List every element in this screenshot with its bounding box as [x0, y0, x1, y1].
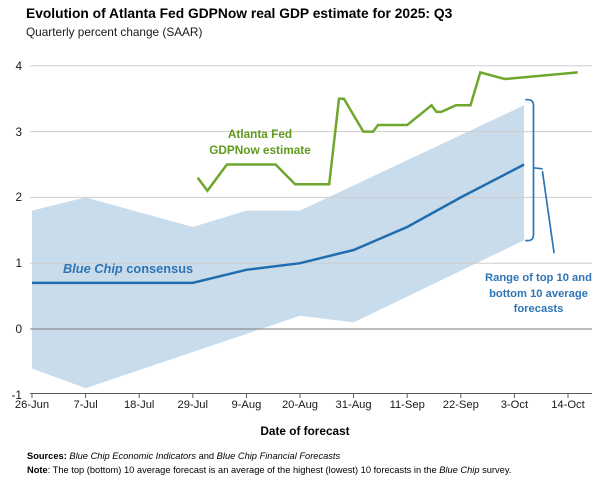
text-segment: : The top (bottom) 10 average forecast i…: [47, 464, 440, 475]
text-segment: Note: [27, 464, 48, 475]
y-tick-label: 1: [15, 256, 22, 271]
text-segment: and: [195, 451, 217, 461]
x-tick-label: 18-Jul: [123, 399, 155, 411]
text-segment: Blue Chip Economic Indicators: [69, 451, 196, 461]
x-tick-label: 3-Oct: [500, 399, 529, 411]
x-tick-label: 7-Jul: [73, 399, 98, 411]
consensus-line: [32, 163, 525, 285]
text-segment: Blue Chip: [63, 261, 123, 276]
y-tick-label: 2: [15, 190, 22, 205]
chart-footnotes: Sources: Blue Chip Economic Indicators a…: [27, 450, 511, 477]
range-annotation-label: Range of top 10 and bottom 10 average fo…: [466, 271, 607, 318]
x-tick-label: 9-Aug: [231, 399, 262, 411]
range-annotation-line2: bottom 10 average: [489, 287, 588, 300]
text-segment: Blue Chip: [439, 464, 480, 475]
x-tick-label: 26-Jun: [14, 399, 50, 411]
range-bracket-mid-tick: [532, 166, 543, 170]
text-segment: survey.: [479, 464, 512, 475]
consensus-series-label: Blue Chip consensus: [63, 261, 193, 276]
x-tick-label: 29-Jul: [177, 399, 209, 411]
y-tick-label: 3: [15, 124, 22, 139]
text-segment: Blue Chip Financial Forecasts: [216, 451, 341, 461]
note-line: Note: The top (bottom) 10 average foreca…: [27, 464, 511, 478]
x-tick-label: 22-Sep: [442, 399, 479, 411]
y-tick-label: 0: [15, 322, 22, 336]
sources-line: Sources: Blue Chip Economic Indicators a…: [27, 450, 511, 464]
range-annotation-line1: Range of top 10 and: [485, 272, 592, 284]
x-tick-label: 31-Aug: [335, 399, 372, 411]
chart-plot-area: [30, 65, 592, 398]
range-bracket: [525, 98, 535, 242]
y-tick-label: -1: [11, 387, 23, 402]
x-axis-title: Date of forecast: [260, 424, 350, 438]
y-tick-label: 4: [15, 58, 22, 73]
range-annotation-line3: forecasts: [513, 303, 564, 315]
x-tick-label: 14-Oct: [551, 399, 585, 411]
x-tick-label: 20-Aug: [281, 399, 319, 411]
chart-title: Evolution of Atlanta Fed GDPNow real GDP…: [26, 6, 453, 21]
gdpnow-series-label: Atlanta Fed GDPNow estimate: [184, 127, 336, 158]
gdpnow-series-label-line1: Atlanta Fed: [227, 127, 293, 141]
text-segment: Sources:: [27, 451, 70, 461]
text-segment: consensus: [122, 261, 194, 276]
gdpnow-line: [196, 70, 578, 193]
range-annotation-leader-line: [541, 170, 555, 254]
chart-subtitle: Quarterly percent change (SAAR): [26, 25, 203, 39]
gdpnow-series-label-line2: GDPNow estimate: [209, 142, 311, 157]
x-tick-label: 11-Sep: [389, 399, 425, 411]
forecast-range-band: [32, 105, 525, 389]
